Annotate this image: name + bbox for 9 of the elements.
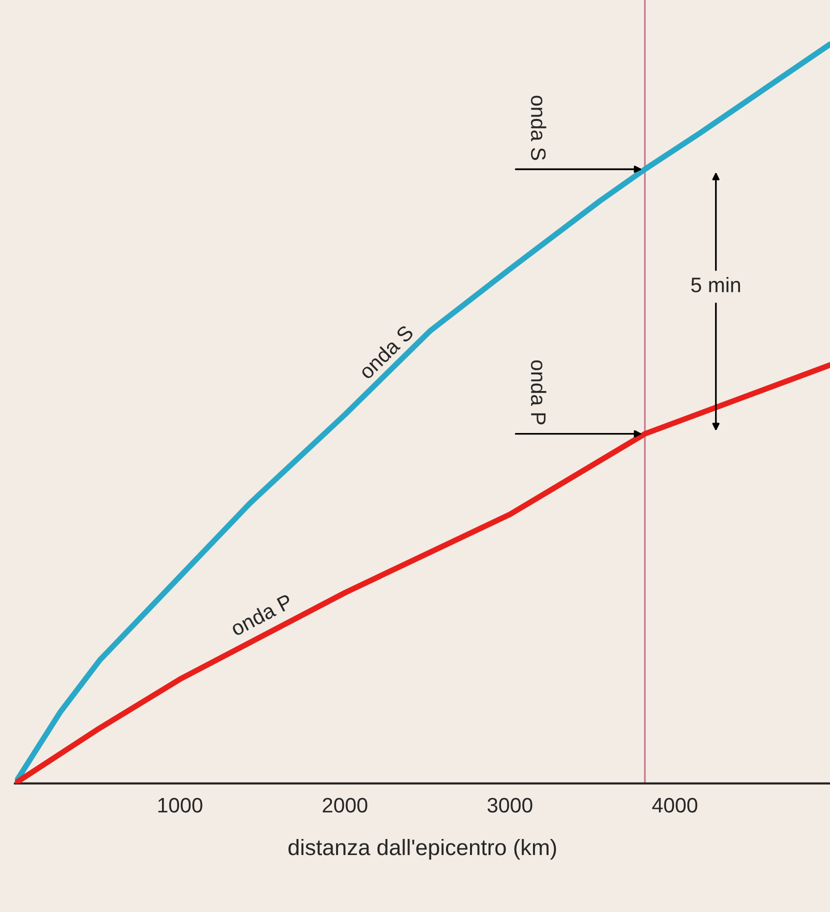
annotation: onda P: [530, 360, 546, 424]
x-tick-label: 4000: [652, 798, 698, 813]
annotation: onda S: [530, 96, 546, 160]
text: onda P: [229, 593, 294, 636]
x-tick-label: 1000: [158, 798, 202, 813]
x-tick-label: 2000: [322, 798, 368, 813]
x-tick-label: 3000: [488, 798, 532, 813]
x-axis-title: distanza dall'epicentro (km): [288, 838, 556, 860]
annotation: 5 min: [691, 277, 740, 292]
